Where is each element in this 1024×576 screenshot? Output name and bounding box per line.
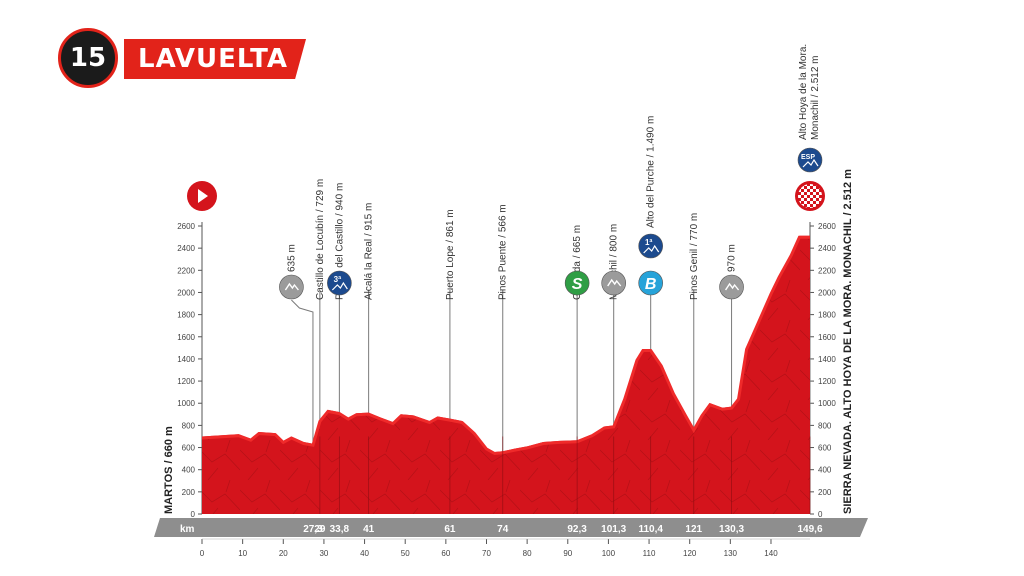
y-tick-label-left: 0 xyxy=(191,510,196,519)
y-tick-label-left: 800 xyxy=(182,421,196,430)
x-tick-label: 30 xyxy=(319,549,328,558)
y-tick-label-right: 1000 xyxy=(818,399,836,408)
elevation-profile-line xyxy=(201,235,810,456)
km-point-label: 130,3 xyxy=(719,524,744,535)
point-label-7: Monachil / 800 m xyxy=(609,224,620,300)
brand-logo: LAVUELTA xyxy=(124,39,307,79)
y-tick-label-left: 2200 xyxy=(177,266,195,275)
y-tick-label-right: 600 xyxy=(818,444,832,453)
x-tick-label: 140 xyxy=(764,549,778,558)
point-label-9: Pinos Genil / 770 m xyxy=(689,213,700,300)
y-tick-label-right: 1200 xyxy=(818,377,836,386)
mountain-cat1-icon: 1ª xyxy=(638,233,663,259)
stage-number: 15 xyxy=(69,43,107,73)
point-label-6: Granada / 665 m xyxy=(572,225,583,300)
svg-text:ESP: ESP xyxy=(801,154,815,161)
km-point-label: 74 xyxy=(497,524,509,535)
km-point-label: 33,8 xyxy=(330,524,350,535)
y-tick-label-left: 1200 xyxy=(177,377,195,386)
y-tick-label-left: 2600 xyxy=(177,222,195,231)
y-tick-label-left: 400 xyxy=(182,466,196,475)
km-bar-layer: km 27,329 33,8 41 61 74 92,3 101,3 110,4 121 130,3… xyxy=(154,518,868,558)
y-tick-label-right: 2200 xyxy=(818,266,836,275)
km-point-label: 149,6 xyxy=(797,524,822,535)
y-tick-label-right: 800 xyxy=(818,421,832,430)
km-point-label: 92,3 xyxy=(567,524,587,535)
y-tick-label-right: 2400 xyxy=(818,244,836,253)
finish-location-label: SIERRA NEVADA. ALTO HOYA DE LA MORA. MON… xyxy=(842,169,854,514)
x-tick-label: 60 xyxy=(441,549,450,558)
km-point-label: 101,3 xyxy=(601,524,626,535)
y-tick-label-right: 1400 xyxy=(818,355,836,364)
point-label-2: Puerto del Castillo / 940 m xyxy=(334,183,345,300)
x-tick-label: 10 xyxy=(238,549,247,558)
x-tick-label: 70 xyxy=(482,549,491,558)
y-tick-label-right: 1800 xyxy=(818,311,836,320)
gray-gradient-icon xyxy=(279,274,304,300)
icons-layer: 3ª S B 1ª ESP xyxy=(187,147,825,300)
point-label-10: 970 m xyxy=(727,244,738,272)
km-point-label: 110,4 xyxy=(638,524,663,535)
y-tick-label-left: 200 xyxy=(182,488,196,497)
brand-name: LAVUELTA xyxy=(138,44,289,74)
y-tick-label-left: 600 xyxy=(182,444,196,453)
km-axis-label: km xyxy=(180,524,195,535)
x-tick-label: 80 xyxy=(523,549,532,558)
km-point-label: 29 xyxy=(314,524,326,535)
start-icon xyxy=(187,181,217,211)
point-label-4: Puerto Lope / 861 m xyxy=(445,209,456,300)
finish-flag-icon xyxy=(795,181,825,211)
gray-gradient-icon xyxy=(601,270,627,296)
km-bar xyxy=(154,518,868,537)
y-tick-label-right: 1600 xyxy=(818,333,836,342)
x-tick-label: 120 xyxy=(683,549,697,558)
y-tick-label-left: 1600 xyxy=(177,333,195,342)
svg-text:B: B xyxy=(645,276,657,293)
svg-text:1ª: 1ª xyxy=(645,238,652,247)
y-tick-label-right: 400 xyxy=(818,466,832,475)
y-tick-label-left: 1800 xyxy=(177,311,195,320)
y-tick-label-right: 0 xyxy=(818,510,823,519)
elevation-texture xyxy=(202,235,810,514)
svg-text:3ª: 3ª xyxy=(334,275,341,284)
point-label-5: Pinos Puente / 566 m xyxy=(498,204,509,300)
y-tick-label-right: 2000 xyxy=(818,288,836,297)
point-label-11: Alto Hoya de la Mora. xyxy=(798,44,809,140)
point-label-8: Alto del Purche / 1.490 m xyxy=(646,116,657,228)
x-tick-label: 20 xyxy=(279,549,288,558)
x-tick-label: 130 xyxy=(724,549,738,558)
gray-gradient-icon xyxy=(719,274,744,300)
bonus-icon: B xyxy=(638,270,663,296)
km-point-label: 27,3 xyxy=(303,524,323,535)
y-tick-label-left: 1400 xyxy=(177,355,195,364)
y-tick-label-left: 2000 xyxy=(177,288,195,297)
svg-text:S: S xyxy=(572,276,583,293)
y-tick-label-right: 2600 xyxy=(818,222,836,231)
point-label-11-b: Monachil / 2.512 m xyxy=(810,56,821,141)
x-tick-label: 50 xyxy=(401,549,410,558)
start-location-label: MARTOS / 660 m xyxy=(163,426,175,514)
km-point-label: 61 xyxy=(444,524,456,535)
profile-layer xyxy=(201,235,811,514)
sprint-icon: S xyxy=(564,270,590,296)
km-point-label: 41 xyxy=(363,524,375,535)
stage-number-badge: 15 xyxy=(58,28,118,88)
x-tick-label: 90 xyxy=(563,549,572,558)
labels-layer: 635 m Castillo de Locubín / 729 m Puerto d… xyxy=(163,44,854,514)
point-label-3: Alcalá la Real / 915 m xyxy=(364,203,375,300)
x-tick-label: 110 xyxy=(643,549,656,558)
mountain-esp-icon: ESP xyxy=(797,147,823,173)
x-tick-label: 100 xyxy=(602,549,616,558)
x-tick-label: 40 xyxy=(360,549,369,558)
point-label-1: Castillo de Locubín / 729 m xyxy=(315,179,326,300)
point-label-0: 635 m xyxy=(286,244,297,272)
mountain-cat3-icon: 3ª xyxy=(327,270,352,296)
x-tick-label: 0 xyxy=(200,549,205,558)
km-point-label: 121 xyxy=(685,524,702,535)
y-tick-label-left: 2400 xyxy=(177,244,195,253)
y-tick-label-left: 1000 xyxy=(177,399,195,408)
guide-line xyxy=(291,299,314,514)
y-tick-label-right: 200 xyxy=(818,488,832,497)
